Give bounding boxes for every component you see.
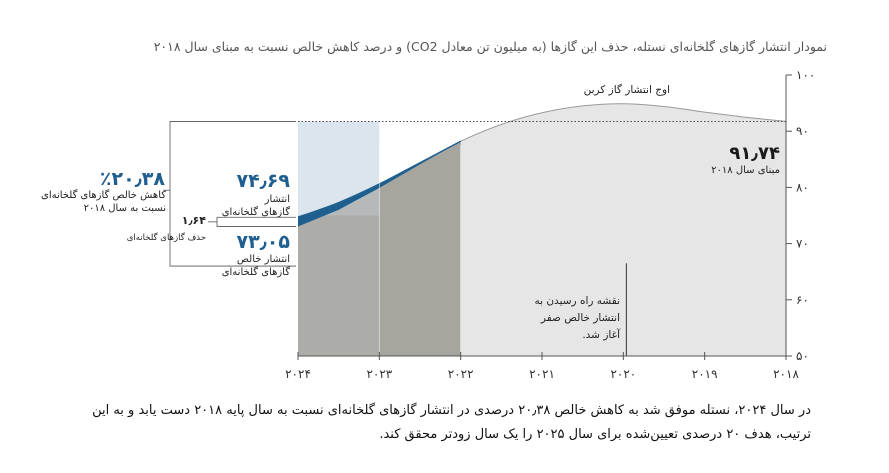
x-tick-label-2019: ۲۰۱۹ [692,367,718,381]
y-tick-label-70: ۷۰ [796,237,809,251]
x-tick-label-2022: ۲۰۲۲ [448,367,474,381]
roadmap-line-2: انتشار خالص صفر [540,312,620,324]
x-tick-label-2021: ۲۰۲۱ [529,367,555,381]
x-tick-label-2024: ۲۰۲۴ [285,367,311,381]
y-tick-label-60: ۶۰ [796,293,809,307]
x-axis: ۲۰۲۴ ۲۰۲۳ ۲۰۲۲ ۲۰۲۱ ۲۰۲۰ ۲۰۱۹ ۲۰۱۸ [285,352,799,381]
y-tick-label-90: ۹۰ [796,124,809,138]
emissions-label-2: گازهای گلخانه‌ای [221,207,290,218]
emissions-value: ۷۴٫۶۹ [236,170,290,192]
roadmap-line-3: آغاز شد. [582,329,620,341]
reduction-label-1: کاهش خالص گازهای گلخانه‌ای [41,190,166,201]
removals-value: ۱٫۶۴ [181,214,206,227]
net-value: ۷۳٫۰۵ [236,231,290,253]
y-axis: ۵۰ ۶۰ ۷۰ ۸۰ ۹۰ ۱۰۰ [785,68,815,363]
chart-title: نمودار انتشار گازهای گلخانه‌ای نستله، حذ… [153,39,827,54]
y-tick-label-50: ۵۰ [796,349,809,363]
emissions-label-1: انتشار [264,194,290,205]
y-tick-label-80: ۸۰ [796,180,809,194]
x-tick-label-2018: ۲۰۱۸ [773,367,799,381]
baseline-label: مبنای سال ۲۰۱۸ [711,165,780,176]
net-label-1: انتشار خالص [236,254,290,265]
net-label-2: گازهای گلخانه‌ای [221,267,290,278]
y-tick-label-100: ۱۰۰ [796,68,815,82]
removals-band [298,141,461,227]
reduction-label-2: نسبت به سال ۲۰۱۸ [83,203,166,214]
reduction-bracket [169,121,296,267]
annotation-brackets [163,121,296,267]
reduction-value: ٪۲۰٫۳۸ [99,168,165,190]
peak-label: اوج انتشار گاز کربن [583,84,670,96]
removals-label: حذف گازهای گلخانه‌ای [126,233,206,243]
x-tick-label-2020: ۲۰۲۰ [610,367,636,381]
x-tick-label-2023: ۲۰۲۳ [366,367,392,381]
chart-lines [297,103,787,356]
caption: در سال ۲۰۲۴، نستله موفق شد به کاهش خالص … [92,403,811,442]
baseline-value: ۹۱٫۷۴ [729,143,780,164]
roadmap-line-1: نقشه راه رسیدن به [534,295,620,307]
